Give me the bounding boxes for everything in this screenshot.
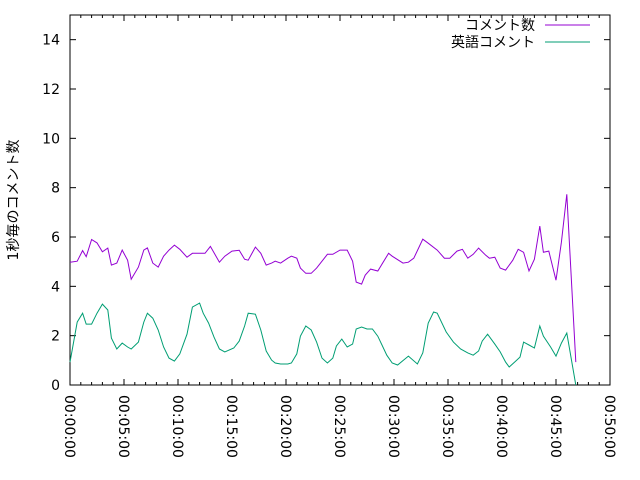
x-tick-label: 00:25:00 (331, 395, 347, 458)
y-tick-label: 10 (42, 131, 60, 147)
legend-label-english-comments: 英語コメント (451, 34, 535, 51)
legend: コメント数 英語コメント (451, 18, 590, 51)
x-tick-label: 00:40:00 (493, 395, 509, 458)
series-line-english-comments (69, 302, 577, 386)
axes: 0 2 4 6 8 10 12 14 00:00:00 00:05:00 00:10:00 00:15… (42, 14, 617, 458)
plot-lines (69, 194, 577, 386)
series-line-comments (69, 194, 577, 363)
x-tick-label: 00:50:00 (601, 395, 617, 458)
y-tick-label: 14 (42, 33, 60, 49)
x-tick-label: 00:35:00 (439, 395, 455, 458)
x-tick-label: 00:15:00 (223, 395, 239, 458)
y-tick-label: 2 (51, 329, 60, 345)
y-tick-label: 4 (51, 279, 60, 295)
x-tick-label: 00:05:00 (115, 395, 131, 458)
legend-label-comments: コメント数 (465, 18, 535, 34)
y-tick-label: 12 (42, 82, 60, 98)
x-tick-label: 00:00:00 (61, 395, 77, 458)
y-tick-label: 6 (51, 230, 60, 246)
x-tick-label: 00:45:00 (547, 395, 563, 458)
x-tick-label: 00:30:00 (385, 395, 401, 458)
plot-border (69, 14, 611, 386)
y-axis-label: 1秒毎のコメント数 (6, 140, 22, 261)
y-tick-label: 8 (51, 181, 60, 197)
x-tick-label: 00:20:00 (277, 395, 293, 458)
x-tick-label: 00:10:00 (169, 395, 185, 458)
y-tick-label: 0 (51, 378, 60, 394)
